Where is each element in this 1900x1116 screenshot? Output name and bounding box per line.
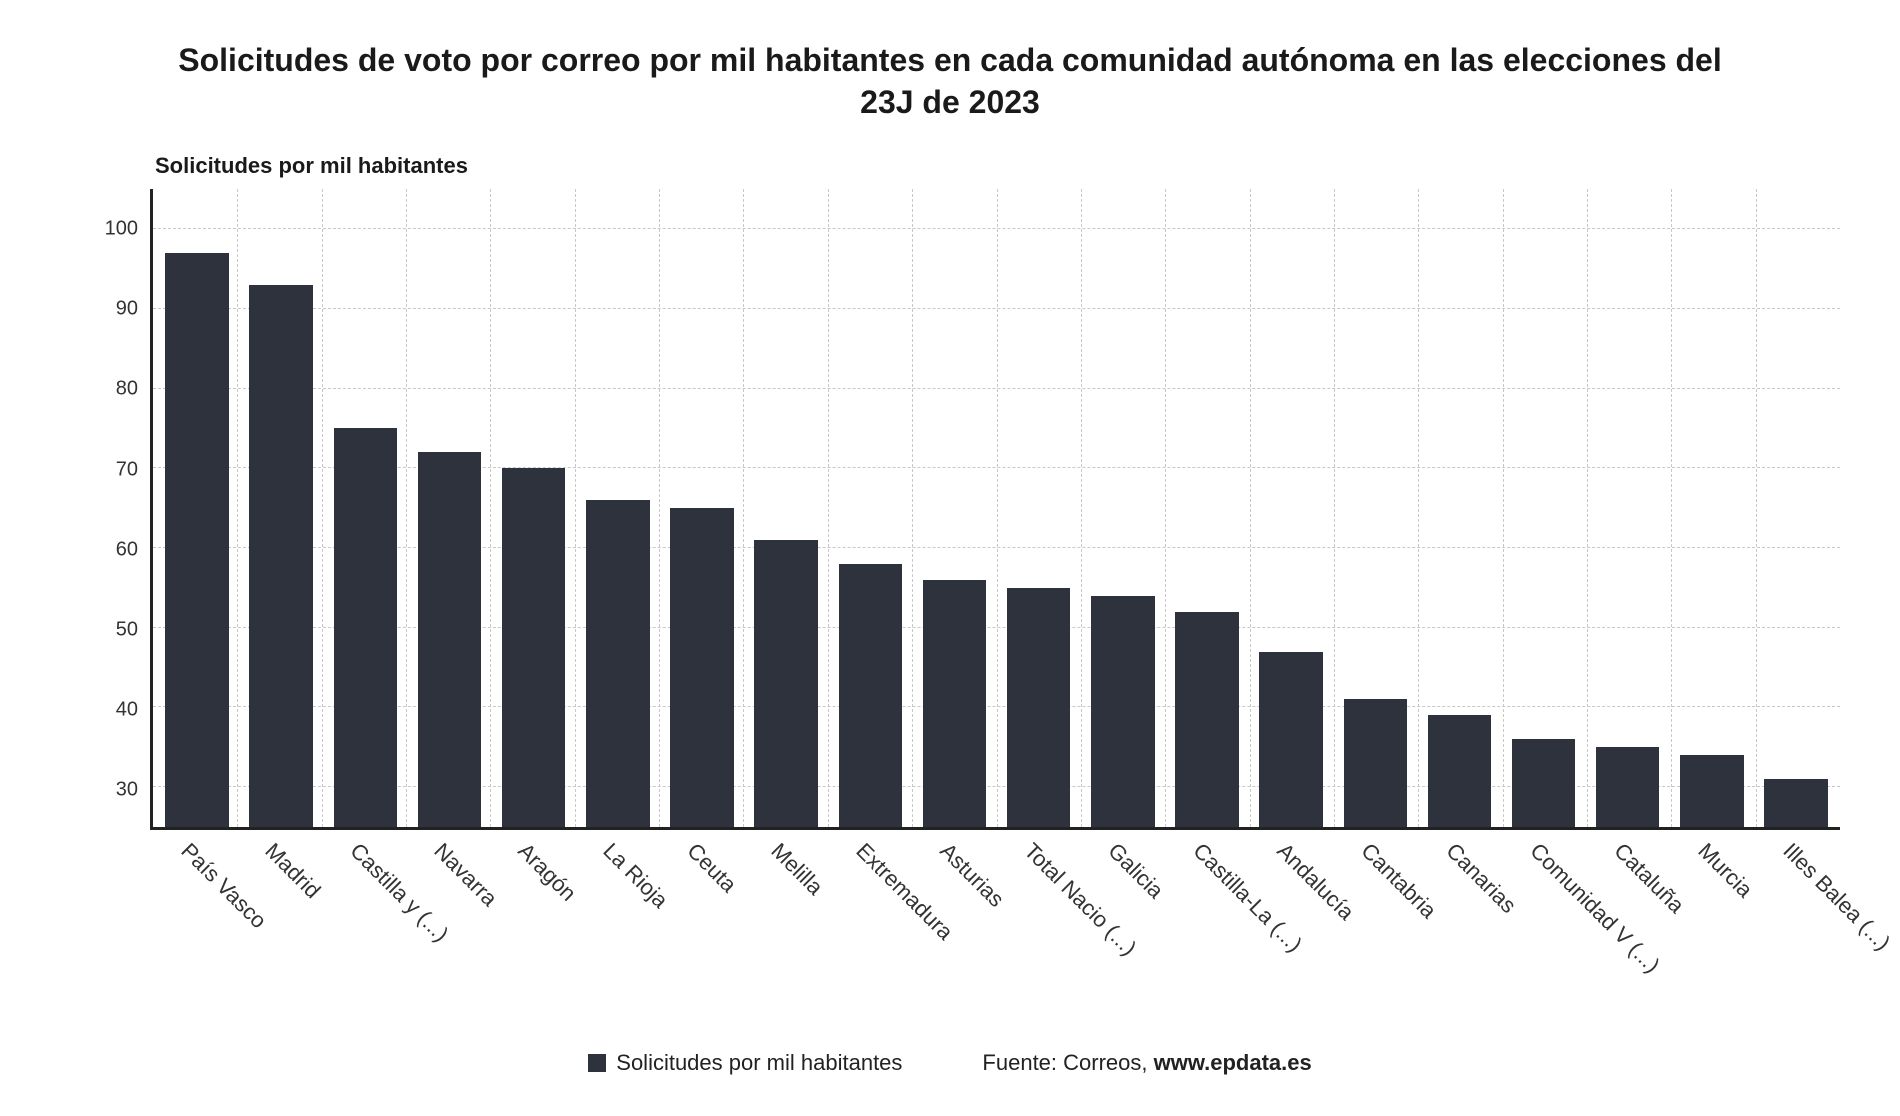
- x-label-slot: La Rioja: [579, 830, 651, 1030]
- bar: [1596, 747, 1659, 827]
- bar: [586, 500, 649, 827]
- bar: [502, 468, 565, 827]
- bar-slot: [329, 189, 401, 827]
- x-axis-labels: País VascoMadridCastilla y (...)NavarraA…: [150, 830, 1840, 1030]
- bar: [923, 580, 986, 827]
- source-site: www.epdata.es: [1154, 1050, 1312, 1075]
- bar-slot: [1676, 189, 1748, 827]
- bar-slot: [413, 189, 485, 827]
- x-label: La Rioja: [597, 838, 672, 913]
- x-label: Illes Balea (...): [1777, 838, 1895, 956]
- x-label: Asturias: [934, 838, 1009, 913]
- y-tick: 50: [116, 618, 138, 641]
- bar: [1512, 739, 1575, 827]
- chart-title: Solicitudes de voto por correo por mil h…: [60, 40, 1840, 123]
- bar-chart: Solicitudes de voto por correo por mil h…: [60, 40, 1840, 1076]
- bar-slot: [1760, 189, 1832, 827]
- bar: [334, 428, 397, 827]
- x-label-slot: Comunidad V (...): [1507, 830, 1579, 1030]
- x-label-slot: Andalucía: [1254, 830, 1326, 1030]
- x-label: Navarra: [429, 838, 503, 912]
- x-label: Galicia: [1103, 838, 1169, 904]
- x-label-slot: Murcia: [1675, 830, 1747, 1030]
- x-label-slot: Castilla-La (...): [1170, 830, 1242, 1030]
- bars-container: [153, 189, 1840, 827]
- y-tick: 90: [116, 298, 138, 321]
- y-axis-label: Solicitudes por mil habitantes: [155, 153, 1840, 179]
- bar: [1428, 715, 1491, 827]
- x-label-slot: Ceuta: [664, 830, 736, 1030]
- y-tick: 60: [116, 538, 138, 561]
- x-label-slot: Total Nacio (...): [1001, 830, 1073, 1030]
- x-label: Madrid: [260, 838, 326, 904]
- bar-slot: [1339, 189, 1411, 827]
- bar: [1764, 779, 1827, 827]
- bar: [670, 508, 733, 827]
- bar-slot: [1508, 189, 1580, 827]
- bar-slot: [498, 189, 570, 827]
- bar: [1259, 652, 1322, 827]
- bar-slot: [666, 189, 738, 827]
- x-label-slot: Illes Balea (...): [1760, 830, 1832, 1030]
- x-label-slot: Navarra: [411, 830, 483, 1030]
- bar-slot: [1003, 189, 1075, 827]
- bar: [418, 452, 481, 827]
- bar: [1175, 612, 1238, 827]
- legend-label: Solicitudes por mil habitantes: [616, 1050, 902, 1076]
- x-label-slot: Cantabria: [1338, 830, 1410, 1030]
- source-prefix: Fuente: Correos,: [982, 1050, 1153, 1075]
- y-tick: 70: [116, 458, 138, 481]
- bar-slot: [1255, 189, 1327, 827]
- x-label: Murcia: [1693, 838, 1758, 903]
- x-label: Melilla: [766, 838, 828, 900]
- x-label-slot: Madrid: [242, 830, 314, 1030]
- y-tick: 40: [116, 698, 138, 721]
- y-axis: 30 40 50 60 70 80 90 100: [60, 189, 150, 830]
- legend-row: Solicitudes por mil habitantes Fuente: C…: [60, 1050, 1840, 1076]
- bar-slot: [1087, 189, 1159, 827]
- bar: [165, 253, 228, 827]
- bar-slot: [1423, 189, 1495, 827]
- y-tick: 100: [105, 218, 138, 241]
- plot-area: [150, 189, 1840, 830]
- bar-slot: [918, 189, 990, 827]
- bar-slot: [1171, 189, 1243, 827]
- bar: [754, 540, 817, 827]
- x-label-slot: Asturias: [917, 830, 989, 1030]
- y-tick: 80: [116, 378, 138, 401]
- x-label-slot: Melilla: [748, 830, 820, 1030]
- bar-slot: [750, 189, 822, 827]
- x-label: Aragón: [513, 838, 582, 907]
- bar: [1091, 596, 1154, 827]
- legend-item: Solicitudes por mil habitantes: [588, 1050, 902, 1076]
- x-label-slot: Cataluña: [1591, 830, 1663, 1030]
- x-label-slot: Canarias: [1422, 830, 1494, 1030]
- plot-row: 30 40 50 60 70 80 90 100: [60, 189, 1840, 830]
- x-label-slot: Galicia: [1085, 830, 1157, 1030]
- bar-slot: [582, 189, 654, 827]
- bar: [839, 564, 902, 827]
- x-label-slot: Castilla y (...): [327, 830, 399, 1030]
- bar-slot: [834, 189, 906, 827]
- x-label-slot: País Vasco: [158, 830, 230, 1030]
- x-label-slot: Extremadura: [832, 830, 904, 1030]
- bar-slot: [1592, 189, 1664, 827]
- bar: [249, 285, 312, 827]
- chart-source: Fuente: Correos, www.epdata.es: [982, 1050, 1311, 1076]
- x-label: Ceuta: [682, 838, 742, 898]
- bar: [1007, 588, 1070, 827]
- bar-slot: [161, 189, 233, 827]
- legend-swatch: [588, 1054, 606, 1072]
- x-label-slot: Aragón: [495, 830, 567, 1030]
- bar: [1680, 755, 1743, 827]
- bar: [1344, 699, 1407, 827]
- bar-slot: [245, 189, 317, 827]
- y-tick: 30: [116, 778, 138, 801]
